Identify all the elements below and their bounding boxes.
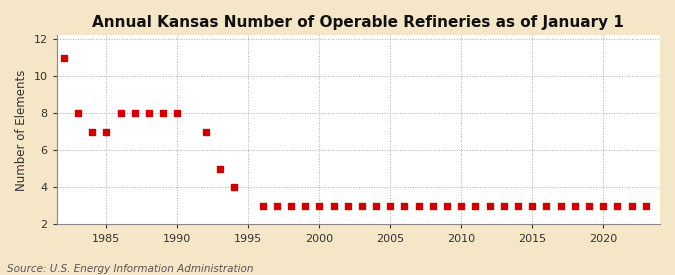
Point [427, 204, 438, 208]
Y-axis label: Number of Elements: Number of Elements [15, 69, 28, 191]
Point [215, 167, 225, 171]
Point [570, 204, 580, 208]
Point [441, 204, 452, 208]
Point [73, 111, 84, 116]
Point [470, 204, 481, 208]
Point [286, 204, 296, 208]
Point [584, 204, 595, 208]
Point [172, 111, 183, 116]
Point [257, 204, 268, 208]
Point [356, 204, 367, 208]
Point [527, 204, 538, 208]
Point [598, 204, 609, 208]
Point [612, 204, 623, 208]
Point [456, 204, 466, 208]
Point [399, 204, 410, 208]
Point [158, 111, 169, 116]
Point [342, 204, 353, 208]
Point [626, 204, 637, 208]
Point [229, 185, 240, 189]
Point [144, 111, 155, 116]
Point [87, 130, 98, 134]
Point [498, 204, 509, 208]
Point [413, 204, 424, 208]
Point [271, 204, 282, 208]
Text: Source: U.S. Energy Information Administration: Source: U.S. Energy Information Administ… [7, 264, 253, 274]
Point [101, 130, 112, 134]
Point [512, 204, 523, 208]
Point [130, 111, 140, 116]
Point [314, 204, 325, 208]
Point [371, 204, 381, 208]
Point [115, 111, 126, 116]
Title: Annual Kansas Number of Operable Refineries as of January 1: Annual Kansas Number of Operable Refiner… [92, 15, 624, 30]
Point [200, 130, 211, 134]
Point [59, 55, 70, 60]
Point [328, 204, 339, 208]
Point [556, 204, 566, 208]
Point [385, 204, 396, 208]
Point [484, 204, 495, 208]
Point [641, 204, 651, 208]
Point [541, 204, 552, 208]
Point [300, 204, 310, 208]
